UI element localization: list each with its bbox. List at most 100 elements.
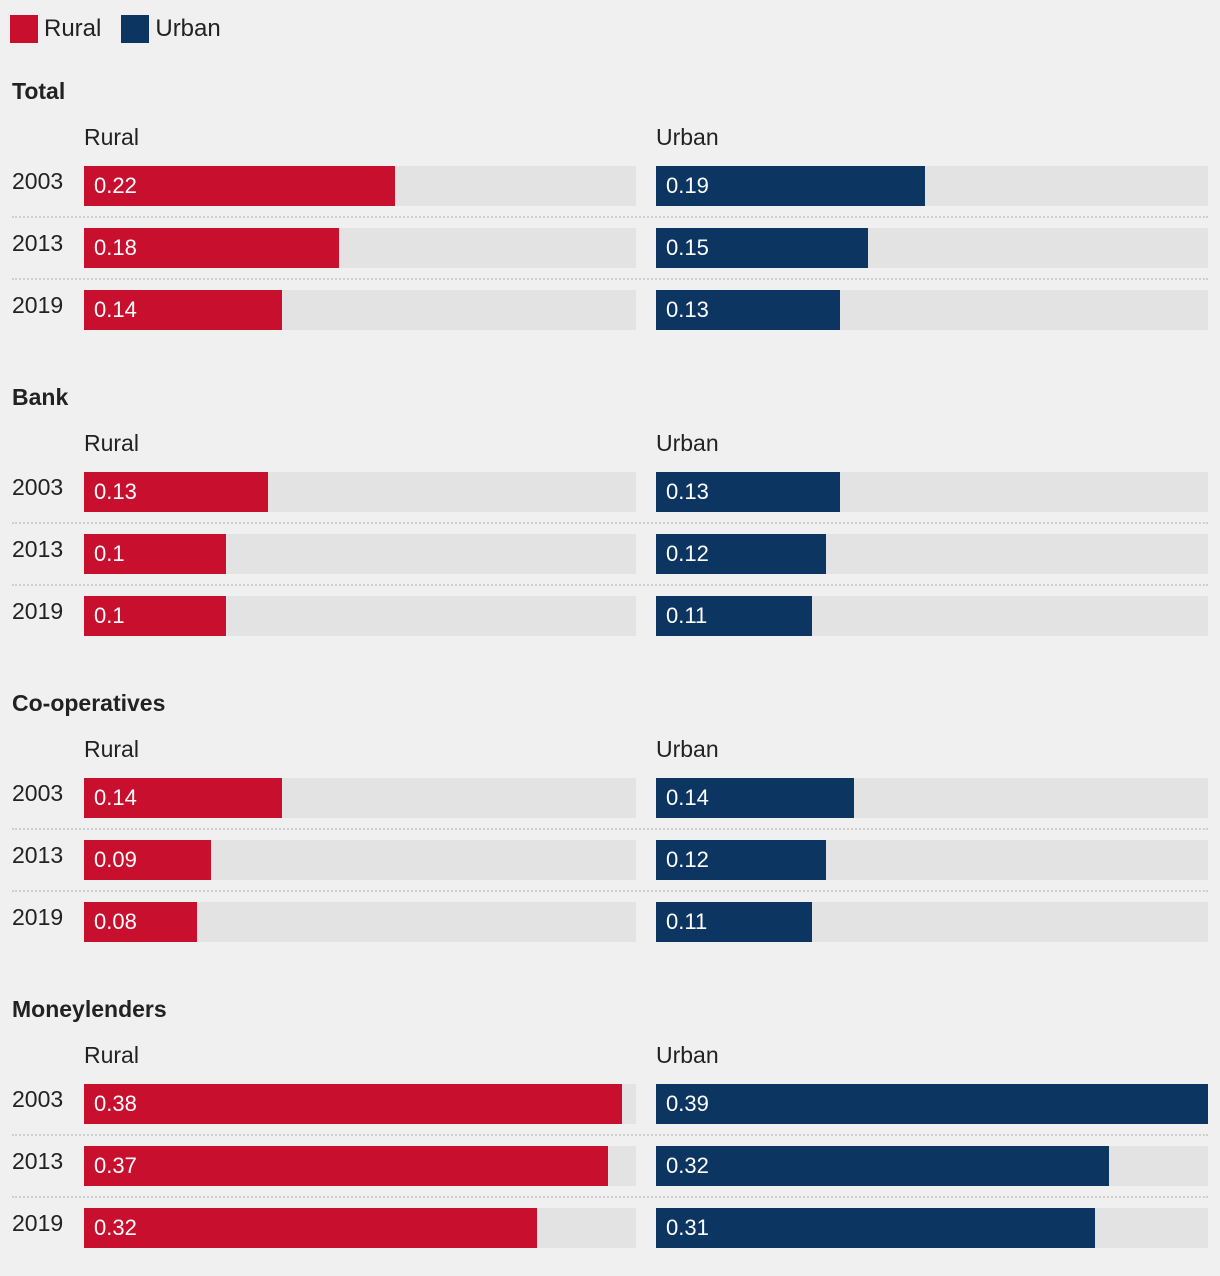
column-header-urban: Urban <box>656 430 719 456</box>
bar-row: 2019 0.1 0.11 <box>12 584 1208 658</box>
bar-track-urban: 0.31 <box>656 1208 1208 1248</box>
bar-rural[interactable] <box>84 1146 608 1186</box>
bar-urban[interactable] <box>656 840 826 880</box>
bar-row: 2003 0.38 0.39 <box>12 1084 1208 1146</box>
legend-swatch-urban <box>121 15 150 43</box>
bar-value-label-rural: 0.09 <box>94 847 137 872</box>
bar-urban[interactable] <box>656 1146 1109 1186</box>
bar-row: 2013 0.1 0.12 <box>12 522 1208 596</box>
bar-track-rural: 0.22 <box>84 166 636 206</box>
bar-track-urban: 0.32 <box>656 1146 1208 1186</box>
year-label: 2019 <box>12 1210 64 1236</box>
bar-track-urban: 0.11 <box>656 902 1208 942</box>
bar-urban[interactable] <box>656 778 854 818</box>
bar-rural[interactable] <box>84 902 197 942</box>
bar-value-label-rural: 0.38 <box>94 1091 137 1116</box>
bar-track-rural: 0.14 <box>84 778 636 818</box>
year-label: 2003 <box>12 168 64 194</box>
bar-urban[interactable] <box>656 596 812 636</box>
row-divider <box>12 890 1208 892</box>
bar-value-label-urban: 0.14 <box>666 785 709 810</box>
panel-moneylenders: Moneylenders Rural Urban 2003 0.38 0.39 2013 0.… <box>0 996 1220 1276</box>
row-divider <box>12 1196 1208 1198</box>
year-label: 2013 <box>12 536 64 562</box>
bar-value-label-urban: 0.15 <box>666 235 709 260</box>
legend-item-urban[interactable]: Urban <box>121 15 221 43</box>
bar-rural[interactable] <box>84 1084 622 1124</box>
column-header-rural: Rural <box>84 430 139 456</box>
bar-track-rural: 0.18 <box>84 228 636 268</box>
bar-rural[interactable] <box>84 1208 537 1248</box>
bar-urban[interactable] <box>656 902 812 942</box>
bar-value-label-rural: 0.22 <box>94 173 137 198</box>
row-divider <box>12 828 1208 830</box>
bar-urban[interactable] <box>656 290 840 330</box>
bar-rural[interactable] <box>84 778 282 818</box>
bar-value-label-urban: 0.31 <box>666 1215 709 1240</box>
column-header-urban: Urban <box>656 124 719 150</box>
bar-value-label-urban: 0.11 <box>666 909 708 934</box>
bar-track-rural: 0.1 <box>84 534 636 574</box>
bar-rural[interactable] <box>84 840 211 880</box>
year-label: 2019 <box>12 904 64 930</box>
bar-rural[interactable] <box>84 534 226 574</box>
column-header-urban: Urban <box>656 736 719 762</box>
bar-row: 2013 0.37 0.32 <box>12 1134 1208 1208</box>
bar-row: 2019 0.08 0.11 <box>12 890 1208 964</box>
bar-rural[interactable] <box>84 166 395 206</box>
bar-track-urban: 0.19 <box>656 166 1208 206</box>
bar-value-label-urban: 0.32 <box>666 1153 709 1178</box>
bar-rural[interactable] <box>84 472 268 512</box>
chart-legend: Rural Urban <box>10 14 241 44</box>
bar-track-rural: 0.09 <box>84 840 636 880</box>
bar-track-rural: 0.1 <box>84 596 636 636</box>
year-label: 2013 <box>12 230 64 256</box>
panel-bank: Bank Rural Urban 2003 0.13 0.13 2013 0.1 0.12 201… <box>0 384 1220 664</box>
bar-track-rural: 0.14 <box>84 290 636 330</box>
bar-value-label-rural: 0.14 <box>94 297 137 322</box>
bar-value-label-rural: 0.1 <box>94 603 125 628</box>
bar-value-label-urban: 0.13 <box>666 297 709 322</box>
panel-total: Total Rural Urban 2003 0.22 0.19 2013 0.18 0.15 2… <box>0 78 1220 358</box>
bar-urban[interactable] <box>656 228 868 268</box>
bar-urban[interactable] <box>656 166 925 206</box>
bar-value-label-rural: 0.14 <box>94 785 137 810</box>
bar-track-urban: 0.11 <box>656 596 1208 636</box>
bar-track-rural: 0.38 <box>84 1084 636 1124</box>
row-divider <box>12 522 1208 524</box>
panel-title: Moneylenders <box>12 996 167 1022</box>
column-header-rural: Rural <box>84 124 139 150</box>
bar-urban[interactable] <box>656 1208 1095 1248</box>
legend-label-urban: Urban <box>155 15 221 42</box>
bar-track-urban: 0.14 <box>656 778 1208 818</box>
year-label: 2003 <box>12 780 64 806</box>
bar-value-label-urban: 0.11 <box>666 603 708 628</box>
bar-track-rural: 0.08 <box>84 902 636 942</box>
panel-title: Co-operatives <box>12 690 166 716</box>
year-label: 2019 <box>12 598 64 624</box>
bar-track-rural: 0.37 <box>84 1146 636 1186</box>
bar-urban[interactable] <box>656 534 826 574</box>
bar-track-urban: 0.39 <box>656 1084 1208 1124</box>
bar-urban[interactable] <box>656 1084 1208 1124</box>
bar-rural[interactable] <box>84 290 282 330</box>
bar-track-rural: 0.13 <box>84 472 636 512</box>
row-divider <box>12 584 1208 586</box>
bar-rural[interactable] <box>84 596 226 636</box>
legend-label-rural: Rural <box>44 15 102 42</box>
year-label: 2013 <box>12 1148 64 1174</box>
bar-value-label-rural: 0.32 <box>94 1215 137 1240</box>
legend-item-rural[interactable]: Rural <box>10 15 101 43</box>
bar-urban[interactable] <box>656 472 840 512</box>
bar-value-label-rural: 0.13 <box>94 479 137 504</box>
bar-track-urban: 0.15 <box>656 228 1208 268</box>
row-divider <box>12 216 1208 218</box>
bar-track-rural: 0.32 <box>84 1208 636 1248</box>
bar-row: 2003 0.13 0.13 <box>12 472 1208 534</box>
bar-value-label-rural: 0.37 <box>94 1153 137 1178</box>
panel-title: Total <box>12 78 66 104</box>
bar-rural[interactable] <box>84 228 339 268</box>
year-label: 2013 <box>12 842 64 868</box>
bar-row: 2013 0.09 0.12 <box>12 828 1208 902</box>
bar-value-label-urban: 0.12 <box>666 847 709 872</box>
